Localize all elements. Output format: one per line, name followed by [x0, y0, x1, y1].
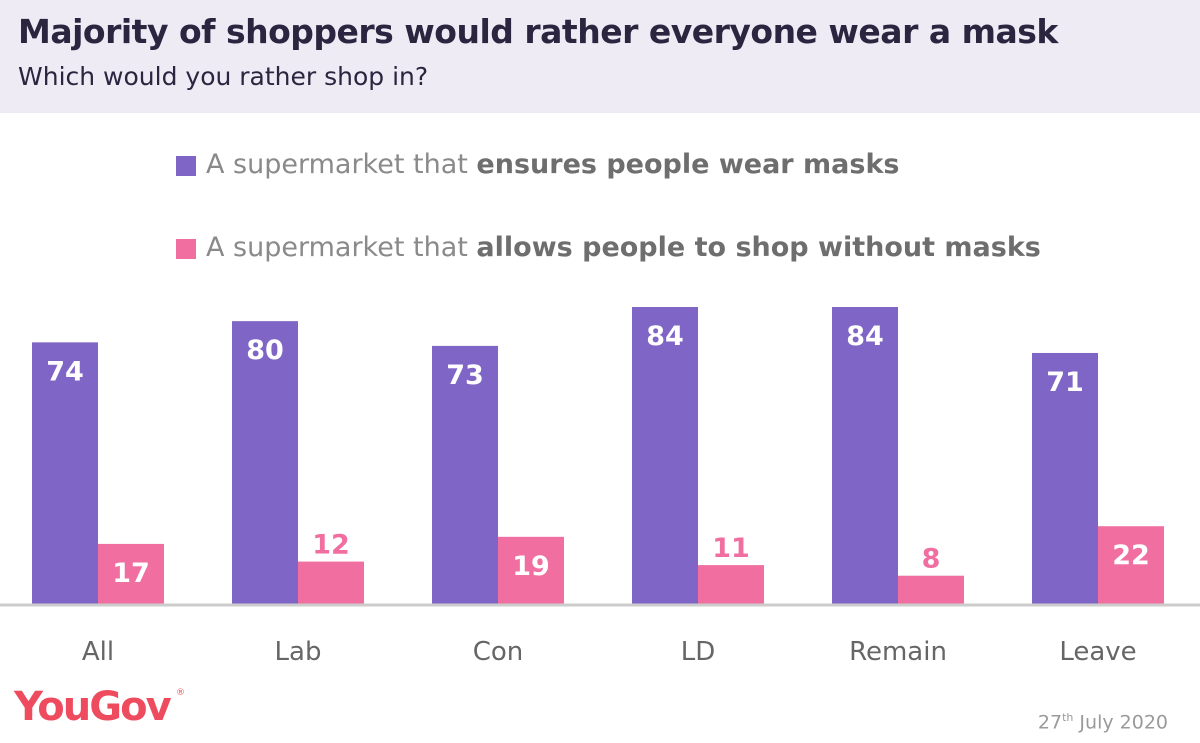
- data-label-leave-series-1: 71: [1046, 367, 1084, 398]
- category-label-con: Con: [473, 637, 524, 667]
- legend-label: A supermarket that allows people to shop…: [206, 232, 1041, 263]
- data-label-remain-series-2: 8: [922, 544, 941, 575]
- bar-leave-series-2: [1098, 526, 1164, 604]
- data-label-all-series-2: 17: [112, 558, 150, 589]
- bar-all-series-2: [98, 543, 164, 604]
- data-label-con-series-1: 73: [446, 360, 484, 391]
- chart-subtitle: Which would you rather shop in?: [18, 62, 429, 91]
- bar-ld-series-2: [698, 565, 764, 604]
- bar-all-series-1: [32, 342, 98, 604]
- bar-ld-series-1: [632, 307, 698, 604]
- publish-date: 27th July 2020: [1037, 711, 1168, 734]
- header-band: Majority of shoppers would rather everyo…: [0, 0, 1200, 113]
- data-label-all-series-1: 74: [46, 356, 84, 387]
- data-label-con-series-2: 19: [512, 551, 550, 582]
- bar-remain-series-1: [832, 307, 898, 604]
- legend-swatch-purple: [176, 156, 196, 176]
- bar-con-series-1: [432, 345, 498, 604]
- data-label-ld-series-1: 84: [646, 321, 684, 352]
- data-label-lab-series-2: 12: [312, 530, 350, 561]
- chart-title: Majority of shoppers would rather everyo…: [18, 12, 1058, 51]
- category-label-all: All: [82, 637, 114, 667]
- category-label-remain: Remain: [849, 637, 947, 667]
- bar-con-series-2: [498, 536, 564, 604]
- data-label-leave-series-2: 22: [1112, 540, 1150, 571]
- registered-mark: ®: [176, 688, 185, 698]
- data-label-ld-series-2: 11: [712, 533, 750, 564]
- legend-label: A supermarket that ensures people wear m…: [206, 149, 900, 180]
- bar-remain-series-2: [898, 575, 964, 604]
- category-label-ld: LD: [681, 637, 716, 667]
- legend-swatch-pink: [176, 239, 196, 259]
- yougov-logo: YouGov: [14, 684, 172, 730]
- data-label-remain-series-1: 84: [846, 321, 884, 352]
- category-label-lab: Lab: [275, 637, 322, 667]
- category-label-leave: Leave: [1059, 637, 1136, 667]
- bar-leave-series-1: [1032, 352, 1098, 604]
- data-label-lab-series-1: 80: [246, 335, 284, 366]
- bar-lab-series-2: [298, 561, 364, 604]
- bar-lab-series-1: [232, 321, 298, 604]
